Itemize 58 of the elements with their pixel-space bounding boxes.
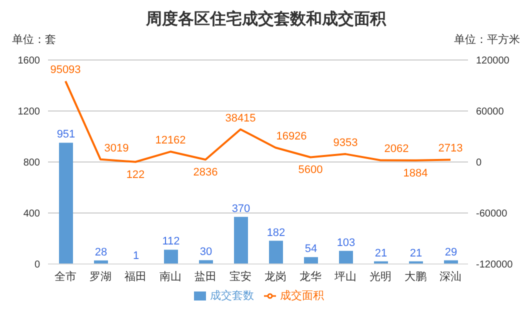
data-label: 951 <box>56 128 76 141</box>
x-tick-label: 罗湖 <box>90 270 112 283</box>
data-label: 9353 <box>333 137 358 150</box>
x-tick-label: 深汕 <box>440 270 462 283</box>
data-label: 2836 <box>193 166 218 179</box>
data-label: 182 <box>266 226 286 239</box>
y2-tick-label: -60000 <box>476 208 508 220</box>
x-tick-label: 坪山 <box>334 270 356 283</box>
data-label: 28 <box>94 246 108 258</box>
y2-tick-label: 0 <box>476 158 482 169</box>
data-label: 21 <box>410 247 422 260</box>
data-label: 3019 <box>104 142 129 154</box>
y-tick-label: 1200 <box>18 106 40 118</box>
data-label: 1 <box>132 250 140 262</box>
y-tick-label: 800 <box>23 158 40 169</box>
bar <box>269 240 283 264</box>
x-tick-label: 福田 <box>124 270 146 283</box>
data-label: 54 <box>304 243 318 256</box>
y2-axis-title: 单位：平方米 <box>454 32 520 48</box>
data-label: 21 <box>374 247 388 260</box>
y2-tick-label: 60000 <box>476 106 504 118</box>
x-tick-label: 龙华 <box>300 270 322 283</box>
x-tick-label: 大鹏 <box>404 270 426 283</box>
bar <box>199 260 213 264</box>
bar <box>339 250 353 264</box>
x-tick-label: 南山 <box>160 270 182 283</box>
data-label: 1884 <box>403 167 428 180</box>
legend-label: 成交套数 <box>210 290 254 302</box>
data-label: 2062 <box>384 143 409 156</box>
x-tick-label: 光明 <box>370 270 392 283</box>
bar <box>304 257 318 264</box>
bar <box>234 216 248 264</box>
x-tick-label: 宝安 <box>230 270 252 283</box>
bar <box>59 142 73 264</box>
data-label: 2713 <box>438 142 463 155</box>
x-tick-label: 龙岗 <box>264 270 286 283</box>
x-tick-label: 全市 <box>54 270 76 283</box>
y2-tick-label: 120000 <box>476 56 510 67</box>
data-label: 370 <box>232 202 250 215</box>
bar <box>164 250 178 264</box>
data-label: 112 <box>162 236 180 248</box>
data-label: 38415 <box>225 112 256 124</box>
data-label: 95093 <box>50 64 81 76</box>
data-label: 5600 <box>298 164 323 176</box>
data-label: 12162 <box>155 134 186 147</box>
data-label: 103 <box>336 236 356 249</box>
y2-tick-label: -120000 <box>476 260 514 271</box>
legend-label: 成交面积 <box>280 290 324 302</box>
data-label: 29 <box>444 246 458 258</box>
data-label: 30 <box>200 246 212 258</box>
chart-title: 周度各区住宅成交套数和成交面积 <box>145 9 388 30</box>
y-axis-title: 单位：套 <box>12 33 56 48</box>
data-label: 122 <box>126 168 145 181</box>
y-tick-label: 0 <box>34 260 40 271</box>
y-tick-label: 1600 <box>18 56 40 67</box>
x-tick-label: 盐田 <box>194 270 216 283</box>
data-label: 16926 <box>276 130 307 143</box>
y-tick-label: 400 <box>23 208 40 220</box>
